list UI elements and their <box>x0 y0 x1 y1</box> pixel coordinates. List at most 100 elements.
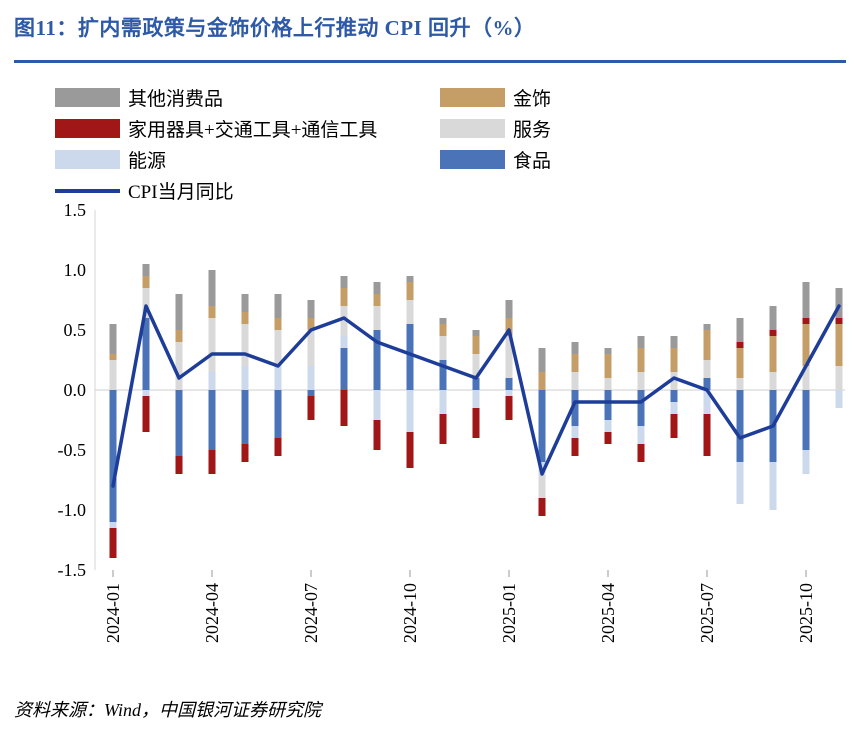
bar-segment <box>538 348 546 372</box>
bar-segment <box>340 348 348 390</box>
legend-item-food: 食品 <box>440 146 825 173</box>
bar-segment <box>142 390 150 396</box>
bar-segment <box>769 330 777 336</box>
legend-row: CPI当月同比 <box>55 175 825 206</box>
bar-segment <box>142 318 150 390</box>
x-tick-label: 2025-04 <box>598 583 618 643</box>
bar-segment <box>241 366 249 390</box>
bar-segment <box>439 324 447 336</box>
bar-segment <box>538 462 546 468</box>
legend-item-appliances: 家用器具+交通工具+通信工具 <box>55 115 440 142</box>
bar-segment <box>208 270 216 306</box>
x-tick-label: 2025-07 <box>697 583 717 643</box>
y-tick-label: -0.5 <box>58 440 87 460</box>
bar-segment <box>406 300 414 324</box>
bar-segment <box>439 414 447 444</box>
legend-row: 家用器具+交通工具+通信工具 服务 <box>55 113 825 144</box>
title-underline-rule <box>14 60 846 63</box>
legend-item-energy: 能源 <box>55 146 440 173</box>
bar-segment <box>142 396 150 432</box>
bar-segment <box>604 348 612 354</box>
bar-segment <box>142 288 150 318</box>
bar-segment <box>373 330 381 390</box>
bar-segment <box>241 390 249 444</box>
bar-segment <box>670 402 678 414</box>
y-tick-label: -1.5 <box>58 560 87 580</box>
bar-segment <box>670 348 678 372</box>
bar-segment <box>703 414 711 456</box>
bar-segment <box>406 276 414 282</box>
bar-segment <box>802 318 810 324</box>
energy-swatch-icon <box>55 150 120 169</box>
bar-segment <box>472 378 480 390</box>
bar-segment <box>802 390 810 450</box>
bar-segment <box>340 336 348 348</box>
bar-segment <box>208 450 216 474</box>
bar-segment <box>637 390 645 426</box>
bar-segment <box>340 288 348 306</box>
bar-segment <box>307 390 315 396</box>
x-tick-label: 2024-07 <box>301 583 321 643</box>
bar-segment <box>736 378 744 390</box>
bar-segment <box>505 396 513 420</box>
source-note: 资料来源：Wind，中国银河证券研究院 <box>14 700 322 720</box>
bar-segment <box>472 390 480 408</box>
bar-segment <box>340 276 348 288</box>
bar-segment <box>769 372 777 390</box>
y-tick-label: 1.5 <box>64 200 87 220</box>
bar-segment <box>505 336 513 378</box>
bar-segment <box>703 390 711 414</box>
bar-segment <box>802 366 810 390</box>
bar-segment <box>241 294 249 312</box>
bar-segment <box>307 396 315 420</box>
bar-segment <box>835 288 843 318</box>
bar-segment <box>406 432 414 468</box>
x-tick-label: 2024-10 <box>400 583 420 643</box>
bar-segment <box>703 378 711 390</box>
bar-segment <box>538 468 546 498</box>
bar-segment <box>307 366 315 390</box>
bar-segment <box>505 300 513 318</box>
legend-label: 食品 <box>513 151 552 172</box>
bar-segment <box>439 318 447 324</box>
bar-segment <box>604 432 612 444</box>
legend-item-gold: 金饰 <box>440 84 825 111</box>
bar-segment <box>637 444 645 462</box>
bar-segment <box>835 318 843 324</box>
x-tick-label: 2025-01 <box>499 583 519 643</box>
legend-row: 其他消费品 金饰 <box>55 82 825 113</box>
bar-segment <box>307 318 315 330</box>
chart-title: 图11：扩内需政策与金饰价格上行推动 CPI 回升（%） <box>14 16 536 40</box>
cpi-contribution-chart: 1.5 1.0 0.5 0.0 -0.5 -1.0 -1.5 2024-01 2024-04 20… <box>58 200 845 643</box>
bar-segment <box>472 354 480 378</box>
bar-segment <box>670 414 678 438</box>
bar-segment <box>274 438 282 456</box>
bar-segment <box>802 324 810 366</box>
cpi-line-swatch-icon <box>55 188 120 193</box>
bar-segment <box>109 528 117 558</box>
bar-segment <box>307 300 315 318</box>
bar-segment <box>703 324 711 330</box>
bar-segment <box>670 390 678 402</box>
bar-segment <box>835 390 843 408</box>
legend-label: 服务 <box>513 120 552 141</box>
services-swatch-icon <box>440 119 505 138</box>
bar-segment <box>142 276 150 288</box>
bar-segment <box>703 360 711 378</box>
bar-segment <box>373 306 381 330</box>
bar-segment <box>208 318 216 372</box>
bar-segment <box>406 282 414 300</box>
bar-segment <box>208 306 216 318</box>
bar-segment <box>571 426 579 438</box>
bar-segment <box>274 330 282 366</box>
bar-segment <box>802 450 810 474</box>
bar-segment <box>472 330 480 336</box>
food-swatch-icon <box>440 150 505 169</box>
bar-segment <box>637 372 645 390</box>
bar-segment <box>241 312 249 324</box>
bar-segment <box>571 390 579 426</box>
legend-label: 家用器具+交通工具+通信工具 <box>128 120 378 141</box>
bar-segment <box>670 372 678 390</box>
y-tick-label: 1.0 <box>64 260 87 280</box>
